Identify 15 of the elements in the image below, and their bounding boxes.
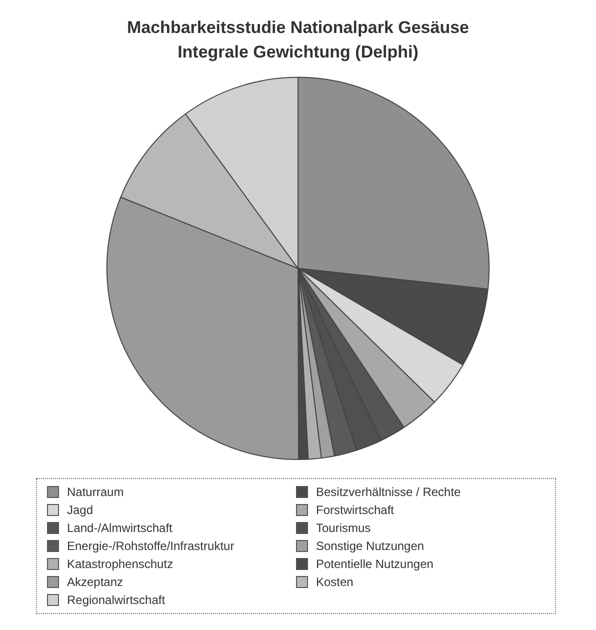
legend-label: Regionalwirtschaft — [67, 593, 166, 607]
chart-title: Machbarkeitsstudie Nationalpark Gesäuse — [126, 18, 470, 37]
legend-label: Katastrophenschutz — [67, 557, 174, 571]
legend-label: Energie-/Rohstoffe/Infrastruktur — [67, 539, 234, 553]
legend-label: Sonstige Nutzungen — [316, 539, 424, 553]
legend-label: Kosten — [316, 575, 354, 589]
legend-label: Land-/Almwirtschaft — [67, 521, 172, 535]
legend-label: Akzeptanz — [67, 575, 124, 589]
legend-label: Naturraum — [67, 485, 124, 499]
legend-label: Forstwirtschaft — [316, 503, 394, 517]
legend-label: Besitzverhältnisse / Rechte — [316, 485, 461, 499]
legend-label: Potentielle Nutzungen — [316, 557, 434, 571]
chart-subtitle: Integrale Gewichtung (Delphi) — [178, 42, 418, 62]
legend-label: Jagd — [67, 503, 94, 517]
legend-label: Tourismus — [316, 521, 371, 535]
